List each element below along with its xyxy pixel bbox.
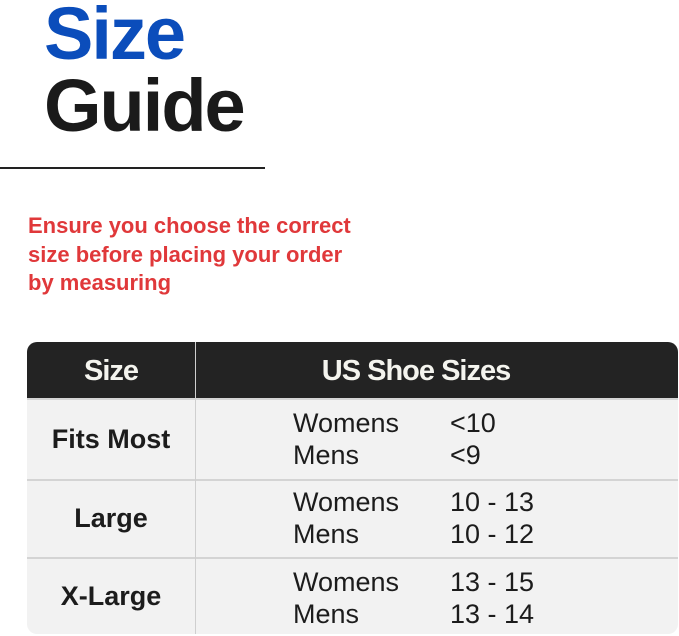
header-us-shoe-sizes: US Shoe Sizes [321, 355, 511, 387]
mens-value: 10 - 12 [450, 519, 535, 549]
table-row: Large Womens 10 - 13 Mens 10 - 12 [27, 479, 678, 558]
mens-label: Mens [293, 519, 360, 549]
table-row: X-Large Womens 13 - 15 Mens 13 - 14 [27, 557, 678, 634]
title-guide: Guide [44, 64, 246, 147]
mens-label: Mens [293, 599, 360, 629]
size-name: X-Large [60, 581, 162, 611]
header-size: Size [83, 355, 139, 387]
table-row: Fits Most Womens <10 Mens <9 [27, 398, 678, 480]
mens-label: Mens [293, 440, 360, 470]
womens-value: 10 - 13 [450, 487, 535, 517]
womens-value: <10 [450, 408, 496, 438]
womens-label: Womens [293, 487, 400, 517]
measurement-note: Ensure you choose the correct size befor… [28, 213, 351, 295]
mens-value: <9 [450, 440, 481, 470]
size-table: Size US Shoe Sizes Fits Most Womens <10 … [27, 342, 678, 634]
divider [0, 167, 265, 169]
mens-value: 13 - 14 [450, 599, 535, 629]
womens-label: Womens [293, 408, 400, 438]
column-divider [195, 342, 196, 634]
title-size: Size [44, 0, 186, 75]
womens-value: 13 - 15 [450, 567, 535, 597]
womens-label: Womens [293, 567, 400, 597]
size-name: Fits Most [51, 424, 171, 454]
size-name: Large [74, 503, 148, 533]
table-header: Size US Shoe Sizes [27, 342, 678, 398]
